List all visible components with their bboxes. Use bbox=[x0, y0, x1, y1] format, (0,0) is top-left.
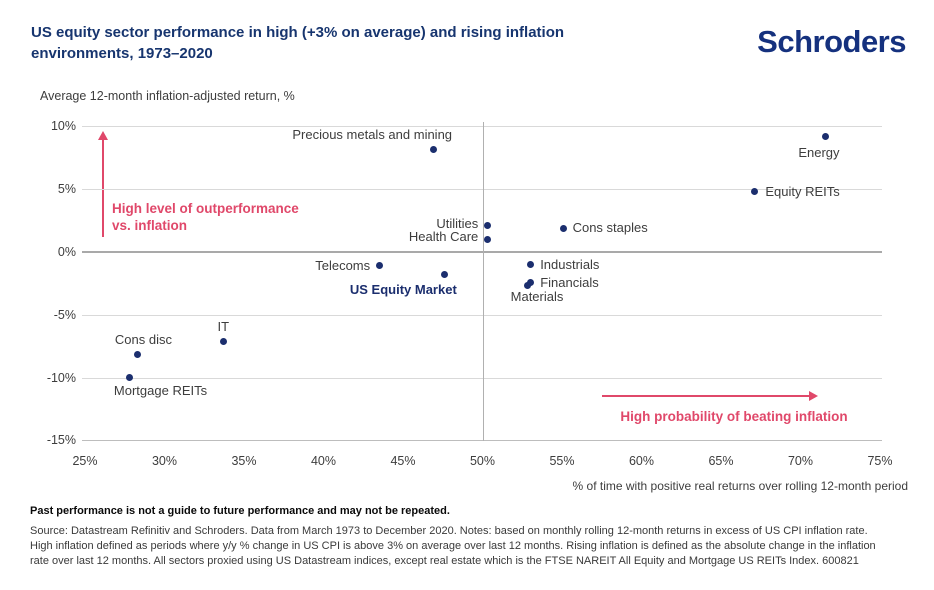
grid-line bbox=[82, 189, 882, 191]
point-label: Cons disc bbox=[114, 331, 172, 347]
y-tick-label: 10% bbox=[50, 119, 76, 134]
data-point bbox=[133, 351, 141, 359]
y-tick-label: -15% bbox=[46, 433, 76, 448]
data-point bbox=[375, 262, 383, 270]
x-tick-label: 65% bbox=[708, 454, 734, 468]
y-tick-label: -5% bbox=[53, 307, 76, 322]
grid-line bbox=[82, 440, 882, 442]
grid-line bbox=[82, 314, 882, 316]
point-label: Mortgage REITs bbox=[113, 382, 208, 398]
data-point bbox=[526, 261, 534, 269]
y-axis-title: Average 12-month inflation-adjusted retu… bbox=[40, 89, 295, 103]
point-label: Health Care bbox=[408, 229, 479, 245]
x-tick-label: 35% bbox=[231, 454, 257, 468]
annotation-line: vs. inflation bbox=[112, 218, 188, 233]
point-label: Utilities bbox=[436, 215, 479, 231]
data-point bbox=[483, 222, 491, 230]
y-tick-label: 5% bbox=[57, 182, 76, 197]
point-label: Telecoms bbox=[315, 257, 371, 273]
x-tick-label: 30% bbox=[151, 454, 178, 468]
data-point bbox=[483, 235, 491, 243]
schroders-logo: Schroders bbox=[757, 24, 906, 59]
outperformance-annotation: High level of outperformance vs. inflati… bbox=[112, 200, 299, 234]
right-arrow-icon bbox=[602, 391, 818, 401]
grid-line bbox=[82, 377, 882, 379]
x-tick-label: 75% bbox=[867, 454, 893, 468]
data-point bbox=[440, 271, 448, 279]
chart-title: US equity sector performance in high (+3… bbox=[31, 24, 565, 62]
data-point bbox=[560, 224, 568, 232]
beating-inflation-annotation: High probability of beating inflation bbox=[620, 409, 848, 424]
x-tick-label: 70% bbox=[787, 454, 814, 468]
up-arrow-icon bbox=[98, 131, 108, 237]
x-axis-title: % of time with positive real returns ove… bbox=[572, 479, 908, 493]
point-label: Cons staples bbox=[572, 220, 648, 236]
point-label: Energy bbox=[798, 145, 840, 161]
data-point bbox=[429, 145, 437, 153]
x-tick-label: 40% bbox=[310, 454, 337, 468]
point-label: US Equity Market bbox=[349, 281, 457, 297]
point-label: Financials bbox=[540, 274, 599, 290]
point-label: Materials bbox=[510, 288, 564, 304]
data-point bbox=[219, 337, 227, 345]
x-tick-label: 25% bbox=[72, 454, 98, 468]
data-point bbox=[822, 132, 830, 140]
grid-line bbox=[82, 251, 882, 253]
point-label: IT bbox=[217, 319, 230, 335]
performance-disclaimer: Past performance is not a guide to futur… bbox=[30, 505, 450, 517]
point-label: Precious metals and mining bbox=[292, 127, 453, 142]
grid-line bbox=[82, 126, 882, 128]
point-label: Industrials bbox=[540, 256, 600, 272]
source-note: Source: Datastream Refinitiv and Schrode… bbox=[30, 525, 876, 567]
y-tick-label: 0% bbox=[57, 245, 76, 259]
fifty-percent-divider-line bbox=[482, 122, 484, 441]
y-tick-label: -10% bbox=[46, 370, 76, 385]
x-tick-label: 50% bbox=[469, 454, 496, 468]
data-point bbox=[126, 374, 134, 382]
x-tick-label: 55% bbox=[549, 454, 575, 468]
annotation-line: High level of outperformance bbox=[112, 201, 299, 216]
point-label: Equity REITs bbox=[765, 183, 840, 199]
x-tick-label: 60% bbox=[628, 454, 655, 468]
x-tick-label: 45% bbox=[390, 454, 416, 468]
data-point bbox=[750, 188, 758, 196]
data-point bbox=[523, 282, 531, 290]
